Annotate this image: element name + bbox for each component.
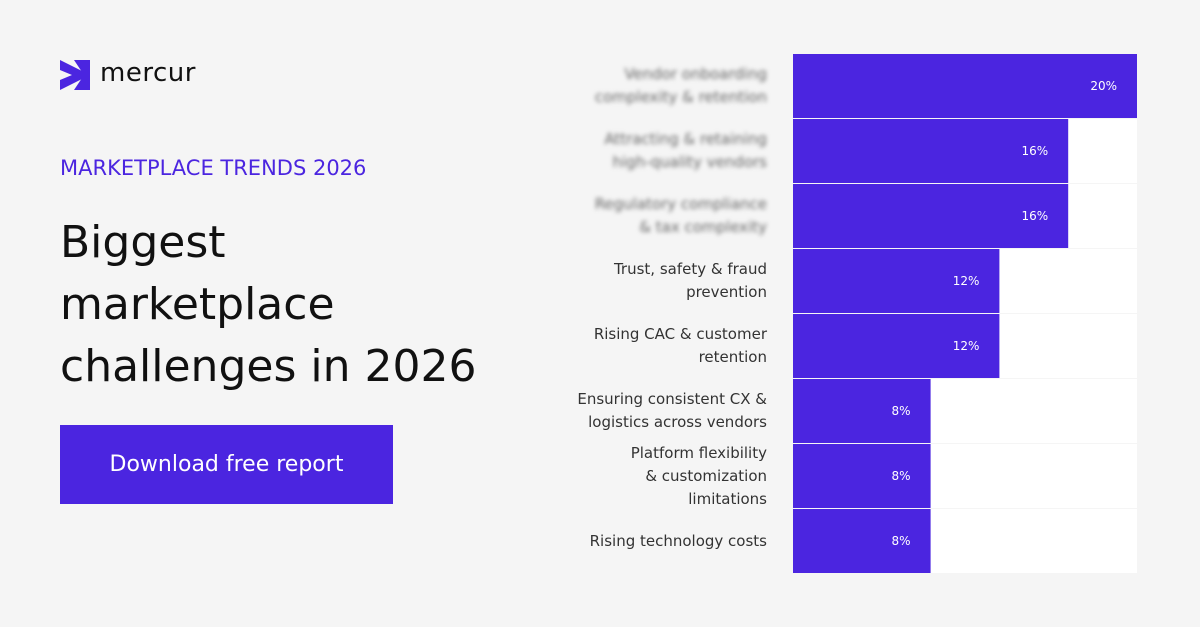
category-label: Vendor onboarding complexity & retention — [594, 65, 767, 106]
value-label: 12% — [953, 339, 980, 353]
category-label: Rising CAC & customer retention — [593, 325, 767, 366]
category-label: Ensuring consistent CX & logistics acros… — [577, 390, 767, 431]
headline: Biggest marketplace challenges in 2026 — [60, 217, 477, 392]
bar — [793, 249, 1000, 313]
value-label: 8% — [892, 404, 911, 418]
logo-icon — [60, 60, 90, 90]
download-button[interactable]: Download free report — [60, 425, 393, 504]
value-label: 8% — [892, 469, 911, 483]
bar — [793, 184, 1069, 248]
category-label: Trust, safety & fraud prevention — [613, 260, 767, 301]
category-label: Attracting & retaining high-quality vend… — [604, 130, 767, 171]
brand: mercur — [100, 58, 196, 88]
bar — [793, 509, 931, 573]
bar — [793, 119, 1069, 183]
category-label: Platform flexibility & customization lim… — [630, 443, 767, 508]
value-label: 20% — [1090, 79, 1117, 93]
bar — [793, 444, 931, 508]
bar — [793, 54, 1137, 118]
category-label: Regulatory compliance & tax complexity — [594, 195, 767, 236]
value-label: 16% — [1022, 209, 1049, 223]
value-label: 8% — [892, 534, 911, 548]
bar — [793, 314, 1000, 378]
category-label: Rising technology costs — [589, 531, 767, 550]
logo-icon-part — [74, 60, 90, 90]
value-label: 12% — [953, 274, 980, 288]
value-label: 16% — [1022, 144, 1049, 158]
eyebrow: MARKETPLACE TRENDS 2026 — [60, 156, 367, 180]
bar — [793, 379, 931, 443]
